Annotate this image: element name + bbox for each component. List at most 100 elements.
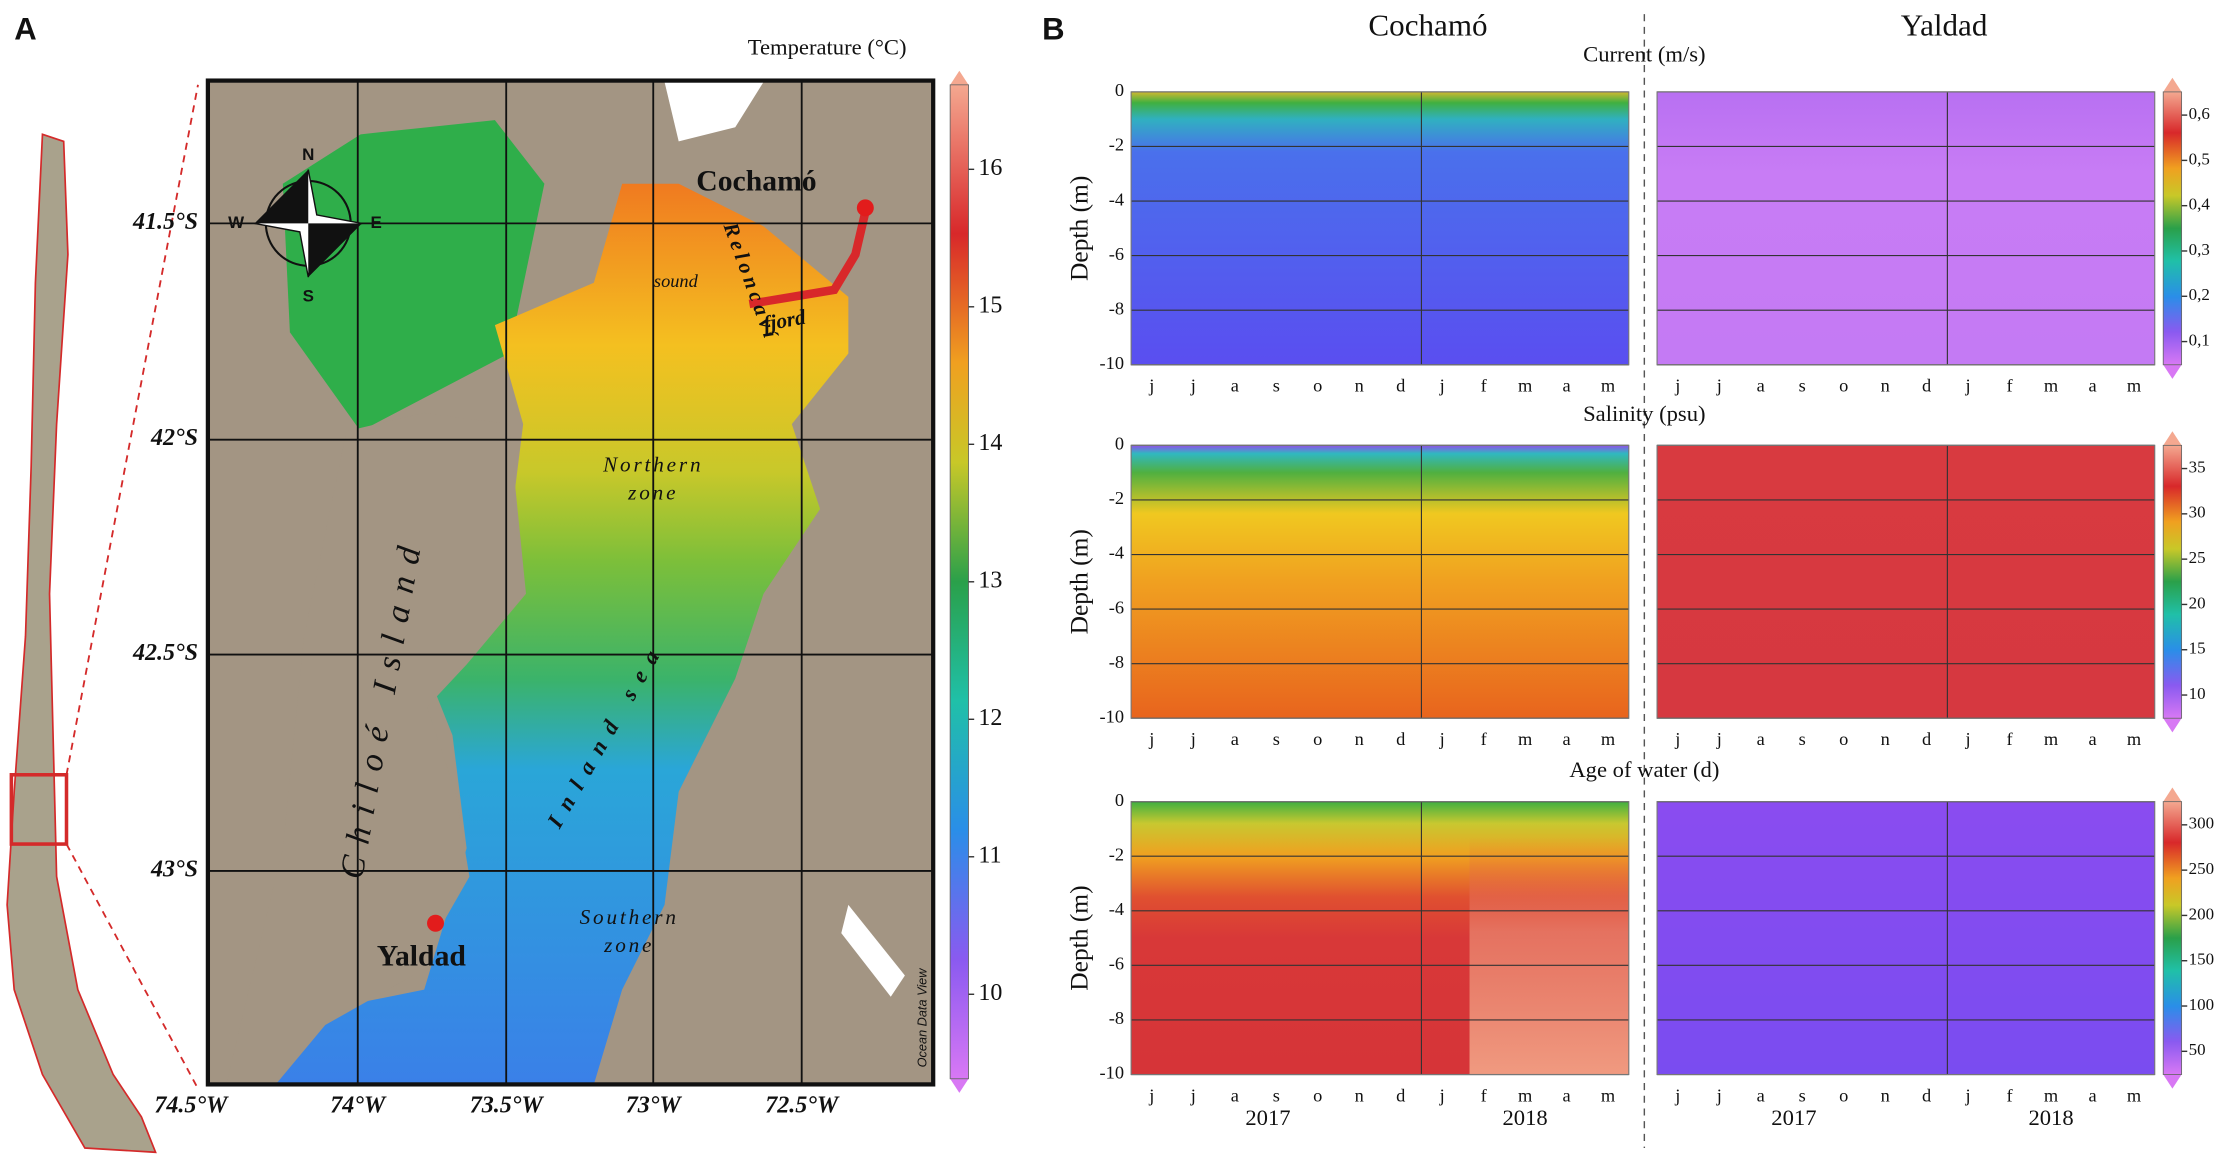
chiloe-land (226, 412, 527, 1085)
x-tick-label: d (1922, 1085, 1931, 1105)
y-tick-label: -8 (1109, 298, 1124, 318)
y-tick-label: -10 (1100, 353, 1124, 373)
x-tick-label: m (2127, 376, 2141, 396)
contour-field (1657, 801, 2155, 1075)
x-tick-label: n (1355, 1085, 1364, 1105)
x-tick-label: a (1757, 729, 1765, 749)
colorbar-cap (2163, 364, 2182, 379)
colorbar (2162, 444, 2183, 719)
x-tick-label: o (1839, 1085, 1848, 1105)
place-name: Yaldad (377, 940, 467, 972)
x-tick-label: m (2127, 729, 2141, 749)
colorbar-tick-label: 0,2 (2189, 285, 2210, 304)
x-tick-label: n (1881, 376, 1890, 396)
x-tick-label: j (1716, 1085, 1722, 1105)
x-tick-label: o (1313, 729, 1322, 749)
x-tick-label: j (1965, 1085, 1971, 1105)
y-tick-label: 0 (1115, 790, 1124, 810)
axis-title: Depth (m) (1064, 529, 1093, 634)
plot-frame (1656, 444, 2156, 719)
x-tick-label: f (1481, 1085, 1488, 1105)
x-tick-label: j (1148, 729, 1154, 749)
colorbar-cap (2163, 787, 2182, 802)
colorbar-tick-label: 16 (978, 155, 1002, 181)
lake (841, 904, 905, 997)
year-label: 2018 (2028, 1105, 2073, 1130)
x-tick-label: o (1839, 729, 1848, 749)
row-title: Salinity (psu) (1583, 401, 1705, 426)
colorbar (2162, 801, 2183, 1075)
colorbar-tick-label: 250 (2189, 859, 2214, 878)
x-tick-label: j (1439, 1085, 1445, 1105)
compass-letter: W (228, 213, 244, 232)
map-frame (205, 78, 936, 1087)
colorbar-tick-label: 150 (2189, 950, 2214, 969)
zone-name: zone (627, 481, 678, 505)
contour-field (1657, 445, 2155, 719)
y-tick-label: -6 (1109, 597, 1124, 617)
y-tick-label: -2 (1109, 135, 1124, 155)
colorbar-cap (2163, 718, 2182, 733)
colorbar-tick-label: 50 (2189, 1040, 2206, 1059)
x-tick-label: a (2088, 376, 2096, 396)
x-tick-label: s (1273, 1085, 1280, 1105)
colorbar-cap (2163, 431, 2182, 446)
colorbar-tick-label: 200 (2189, 904, 2214, 923)
y-tick-label: -6 (1109, 244, 1124, 264)
year-label: 2017 (1245, 1105, 1290, 1130)
colorbar-tick-label: 0,5 (2189, 149, 2210, 168)
year-label: 2017 (1771, 1105, 1816, 1130)
colorbar-title: Temperature (°C) (748, 35, 907, 60)
zone-name: zone (603, 933, 654, 957)
zone-name: Northern (602, 452, 703, 476)
colorbar (949, 84, 969, 1080)
x-tick-label: f (1481, 729, 1488, 749)
colorbar-tick-label: 0,4 (2189, 195, 2211, 214)
y-tick-label: -2 (1109, 488, 1124, 508)
x-tick-label: a (1231, 729, 1239, 749)
x-tick-label: d (1396, 729, 1405, 749)
x-tick-label: j (1674, 376, 1680, 396)
longitude-label: 74.5°W (154, 1093, 229, 1119)
ocean-field (282, 120, 545, 432)
plot-frame (1130, 801, 1630, 1076)
x-tick-label: s (1273, 729, 1280, 749)
plot-frame (1130, 91, 1630, 366)
y-tick-label: -8 (1109, 1008, 1124, 1028)
x-tick-label: f (2007, 1085, 2014, 1105)
x-tick-label: a (1757, 1085, 1765, 1105)
zone-name: sound (654, 271, 699, 291)
x-tick-label: j (1965, 376, 1971, 396)
row-title: Current (m/s) (1583, 42, 1705, 67)
unmapped-area (664, 82, 764, 142)
x-tick-label: n (1881, 1085, 1890, 1105)
colorbar-tick-label: 0,6 (2189, 104, 2210, 123)
inland-sea-field (268, 183, 849, 1085)
latitude-label: 42°S (150, 425, 198, 451)
colorbar-tick-label: 10 (2189, 684, 2206, 703)
y-tick-label: -4 (1109, 543, 1124, 563)
colorbar-tick-label: 0,3 (2189, 240, 2210, 259)
x-tick-label: m (2044, 376, 2058, 396)
x-tick-label: a (1231, 376, 1239, 396)
y-tick-label: -10 (1100, 706, 1124, 726)
x-tick-label: a (1563, 1085, 1571, 1105)
y-tick-label: -4 (1109, 189, 1124, 209)
x-tick-label: j (1716, 729, 1722, 749)
credit: Ocean Data View (915, 968, 930, 1068)
x-tick-label: a (1563, 376, 1571, 396)
x-tick-label: s (1273, 376, 1280, 396)
colorbar-tick-label: 10 (978, 980, 1002, 1006)
x-tick-label: o (1839, 376, 1848, 396)
x-tick-label: d (1396, 376, 1405, 396)
panel-label: B (1042, 11, 1064, 46)
colorbar-tick-label: 13 (978, 567, 1002, 593)
row-title: Age of water (d) (1569, 757, 1719, 782)
latitude-label: 43°S (150, 856, 198, 882)
x-tick-label: j (1148, 376, 1154, 396)
x-tick-label: f (2007, 376, 2014, 396)
x-tick-label: a (1757, 376, 1765, 396)
x-tick-label: d (1922, 729, 1931, 749)
x-tick-label: a (1231, 1085, 1239, 1105)
